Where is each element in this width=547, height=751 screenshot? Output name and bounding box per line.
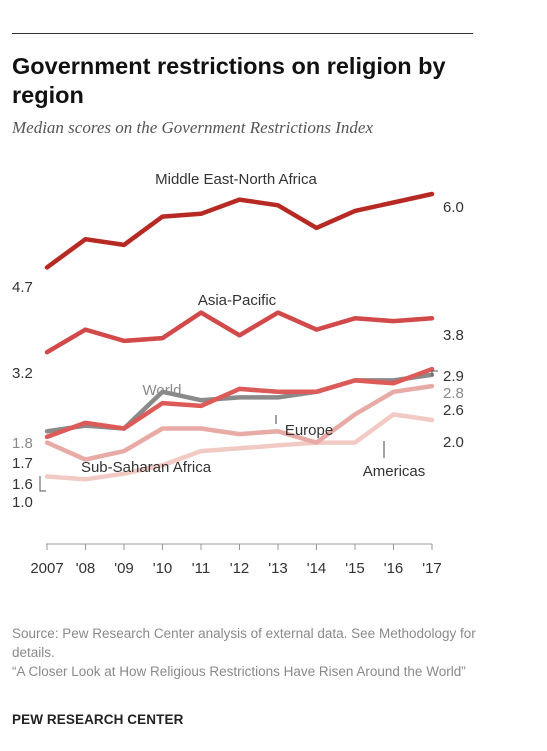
leader-line (431, 370, 438, 376)
x-tick-label: '15 (345, 560, 365, 577)
start-value-label: 4.7 (12, 279, 33, 296)
series-line (44, 366, 435, 440)
series-name-label: Europe (285, 422, 333, 439)
x-tick-label: '16 (384, 560, 404, 577)
series-labels: Middle East-North Africa Asia-Pacific Worl… (12, 171, 464, 511)
x-tick-label: '12 (230, 560, 250, 577)
brand-footer: PEW RESEARCH CENTER (12, 712, 184, 727)
start-value-label: 1.6 (12, 476, 33, 493)
chart-subtitle: Median scores on the Government Restrict… (12, 118, 374, 137)
x-axis-ticks: 2007 '08 '09 '10 '11 '12 '13 '14 '15 '16 '17 (30, 544, 442, 577)
start-value-label: 1.0 (12, 494, 33, 511)
x-tick-label: '08 (76, 560, 96, 577)
start-value-label: 3.2 (12, 365, 33, 382)
x-tick-label: '13 (268, 560, 288, 577)
series-line (44, 191, 435, 270)
series-name-label: Americas (363, 463, 426, 480)
x-tick-label: '17 (422, 560, 442, 577)
series-line (44, 383, 435, 462)
series-line (44, 412, 435, 482)
x-tick-label: '11 (192, 560, 210, 577)
chart-title: Government restrictions on religion by r… (12, 53, 446, 108)
top-rule (12, 33, 473, 34)
x-tick-label: '10 (153, 560, 173, 577)
series-name-label: Asia-Pacific (198, 292, 277, 309)
start-value-label: 1.7 (12, 455, 33, 472)
series-lines (44, 191, 435, 482)
end-value-label: 2.9 (443, 368, 464, 385)
series-name-label: Middle East-North Africa (155, 171, 317, 188)
end-value-label: 2.6 (443, 402, 464, 419)
series-name-label: World (143, 382, 182, 399)
series-name-label: Sub-Saharan Africa (81, 459, 212, 476)
series-line (44, 310, 435, 355)
report-note: “A Closer Look at How Religious Restrict… (12, 664, 466, 679)
x-tick-label: 2007 (30, 560, 63, 577)
source-note: Source: Pew Research Center analysis of … (12, 626, 476, 660)
start-value-label: 1.8 (12, 435, 33, 452)
leader-line (39, 476, 46, 492)
end-value-label: 2.8 (443, 385, 464, 402)
x-tick-label: '14 (307, 560, 327, 577)
x-tick-label: '09 (114, 560, 134, 577)
end-value-label: 2.0 (443, 434, 464, 451)
end-value-label: 6.0 (443, 199, 464, 216)
end-value-label: 3.8 (443, 327, 464, 344)
line-chart: 2007 '08 '09 '10 '11 '12 '13 '14 '15 '16 '17 Middl… (12, 171, 464, 577)
